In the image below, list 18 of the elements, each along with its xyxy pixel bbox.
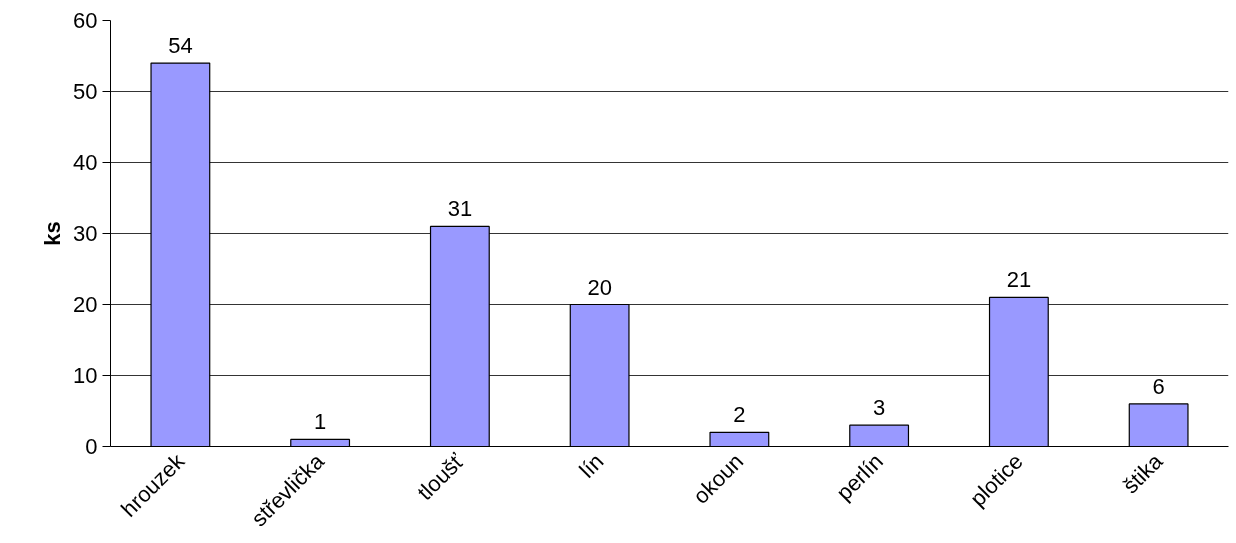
- y-axis-title: ks: [40, 221, 66, 246]
- data-label: 3: [873, 395, 886, 421]
- data-label: 1: [314, 409, 327, 435]
- y-tick-label: 10: [73, 363, 98, 388]
- y-tick-label: 60: [73, 8, 98, 33]
- y-tick-label: 0: [85, 434, 98, 459]
- data-label: 21: [1006, 267, 1032, 293]
- y-tick-label: 40: [73, 150, 98, 175]
- x-tick-label: štika: [1117, 448, 1168, 499]
- data-label: 31: [447, 196, 473, 222]
- data-label: 20: [587, 274, 612, 300]
- y-tick-label: 30: [73, 221, 98, 246]
- x-tick-label: lín: [574, 448, 609, 483]
- y-tick-label: 50: [73, 79, 98, 104]
- y-tick-label: 20: [73, 292, 98, 317]
- data-label: 54: [168, 33, 193, 59]
- data-label: 6: [1152, 373, 1165, 399]
- data-label: 2: [733, 402, 746, 428]
